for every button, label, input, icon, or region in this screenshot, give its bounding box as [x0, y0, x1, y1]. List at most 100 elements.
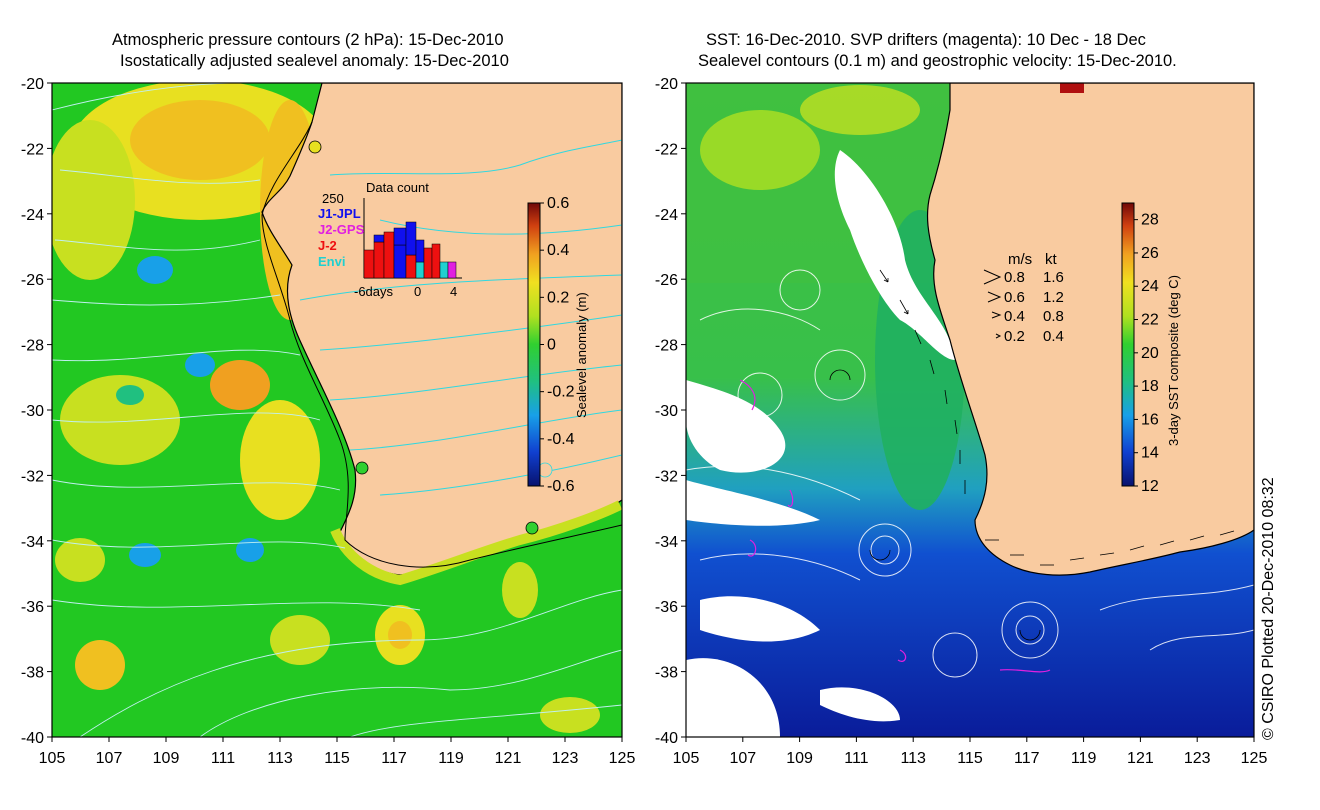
velocity-legend-ms: 0.2	[1004, 328, 1025, 345]
inset-bar	[373, 234, 385, 243]
lon-tick-label: 123	[1184, 750, 1211, 767]
inset-legend-j2gps: J2-GPS	[318, 222, 365, 237]
velocity-legend-kt: 1.6	[1043, 269, 1064, 286]
lat-tick-label: -38	[21, 665, 44, 682]
sst-warm-patch	[700, 110, 820, 190]
inset-legend-j2: J-2	[318, 238, 337, 253]
lon-tick-label: 121	[495, 750, 522, 767]
lat-tick-label: -22	[655, 141, 678, 158]
ssl-high-area	[130, 100, 270, 180]
colorbar-tick-label: 0	[547, 337, 556, 354]
ssl-high-area	[75, 640, 125, 690]
sst-warm-patch	[800, 85, 920, 135]
left-title-line1: Atmospheric pressure contours (2 hPa): 1…	[112, 31, 504, 49]
colorbar-tick-label: 14	[1141, 445, 1159, 462]
colorbar-tick-label: -0.6	[547, 478, 575, 495]
inset-xlabel-mid: 0	[414, 284, 421, 299]
ssl-negative-area	[236, 538, 264, 562]
lat-tick-label: -20	[21, 76, 44, 93]
inset-bar	[383, 231, 395, 279]
lon-tick-label: 113	[267, 750, 293, 767]
ssl-colorbar-ticks: 0.6 0.4 0.2 0 -0.2 -0.4 -0.6	[540, 195, 575, 495]
inset-ymax-label: 250	[322, 191, 344, 206]
pressure-contours-land	[299, 139, 622, 496]
sst-colorbar-ticks: 28 26 24 22 20 18 16 14 12	[1134, 212, 1159, 495]
right-map	[686, 83, 1254, 737]
colorbar-tick-label: 24	[1141, 278, 1159, 295]
right-lon-axis: 105 107 109 111 113 115 117 119 121 123 125	[673, 737, 1267, 767]
lat-tick-label: -32	[21, 468, 44, 485]
ssl-positive-area	[540, 697, 600, 733]
inset-bar	[423, 247, 433, 279]
lat-tick-label: -28	[21, 338, 44, 355]
lon-tick-label: 105	[673, 750, 700, 767]
colorbar-tick-label: 0.2	[547, 289, 569, 306]
lon-tick-label: 105	[39, 750, 66, 767]
lat-tick-label: -40	[21, 730, 44, 747]
cloud-mask	[686, 658, 780, 737]
lat-tick-label: -38	[655, 665, 678, 682]
inset-bar	[447, 261, 457, 279]
colorbar-tick-label: 16	[1141, 411, 1159, 428]
colorbar-tick-label: 12	[1141, 478, 1159, 495]
ssl-positive-area	[502, 562, 538, 618]
ssl-positive-area	[240, 400, 320, 520]
ssl-negative-area	[129, 543, 161, 567]
ssl-high-area	[210, 360, 270, 410]
lat-tick-label: -34	[21, 534, 44, 551]
velocity-legend-kt: 0.4	[1043, 328, 1064, 345]
velocity-arrow-icon	[983, 269, 1002, 285]
ssl-positive-area	[270, 615, 330, 665]
velocity-legend-header-kt: kt	[1045, 251, 1058, 268]
inset-bar	[393, 227, 407, 246]
left-lon-axis: 105 107 109 111 113 115 117 119 121 123 125	[39, 737, 635, 767]
inset-bar	[405, 221, 417, 256]
colorbar-tick-label: 0.6	[547, 195, 569, 212]
velocity-legend-ms: 0.6	[1004, 289, 1025, 306]
cloud-mask	[686, 380, 786, 473]
lon-tick-label: 115	[957, 750, 983, 767]
sealevel-contours	[686, 269, 1254, 678]
ssl-positive-area	[60, 375, 180, 465]
lat-tick-label: -30	[21, 403, 44, 420]
lon-tick-label: 109	[786, 750, 813, 767]
inset-bar	[415, 239, 425, 263]
velocity-legend-kt: 0.8	[1043, 308, 1064, 325]
colorbar-tick-label: 22	[1141, 312, 1159, 329]
colorbar-tick-label: 18	[1141, 378, 1159, 395]
lat-tick-label: -36	[655, 599, 678, 616]
sst-colorbar	[1121, 202, 1135, 487]
lon-tick-label: 119	[438, 750, 464, 767]
ssl-negative-area	[116, 385, 144, 405]
ssl-colorbar	[527, 202, 541, 487]
inset-xlabel-right: 4	[450, 284, 457, 299]
inset-title: Data count	[366, 180, 429, 195]
lat-tick-label: -24	[21, 207, 44, 224]
geostrophic-velocity-arrows	[829, 269, 1235, 641]
velocity-arrow-icon	[995, 333, 1002, 339]
inset-legend-j1jpl: J1-JPL	[318, 206, 361, 221]
velocity-arrow-icon	[987, 291, 1002, 303]
lon-tick-label: 107	[96, 750, 123, 767]
svp-drifter-tracks	[739, 379, 1051, 673]
tide-gauge-marker	[308, 140, 322, 154]
ssl-positive-area	[55, 538, 105, 582]
isobath-line	[261, 121, 622, 568]
velocity-legend-ms: 0.4	[1004, 308, 1025, 325]
ssl-colorbar-label: Sealevel anomaly (m)	[574, 292, 589, 418]
colorbar-tick-label: 28	[1141, 212, 1159, 229]
lon-tick-label: 123	[552, 750, 579, 767]
pressure-contours-ocean	[52, 83, 622, 737]
cloud-mask	[700, 596, 820, 642]
lat-tick-label: -36	[21, 599, 44, 616]
colorbar-tick-label: -0.2	[547, 384, 575, 401]
right-lat-axis: -20 -22 -24 -26 -28 -30 -32 -34 -36 -38 -40	[655, 76, 686, 747]
lon-tick-label: 119	[1071, 750, 1097, 767]
right-title-line2: Sealevel contours (0.1 m) and geostrophi…	[698, 52, 1177, 70]
colorbar-tick-label: 26	[1141, 245, 1159, 262]
lat-tick-label: -30	[655, 403, 678, 420]
coastal-band	[330, 500, 622, 586]
lon-tick-label: 109	[153, 750, 180, 767]
velocity-arrow-icon	[991, 311, 1002, 319]
